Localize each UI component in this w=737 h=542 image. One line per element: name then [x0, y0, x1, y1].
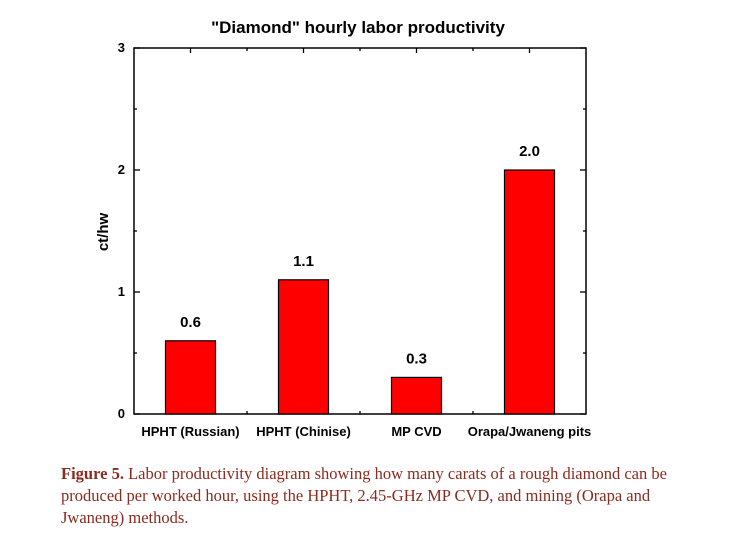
caption-text: Labor productivity diagram showing how m… — [61, 464, 667, 527]
chart-title: "Diamond" hourly labor productivity — [211, 18, 505, 37]
bar — [390, 376, 443, 415]
bars: 0.6 HPHT (Russian) 1.1 HPHT (Chinise) 0.3 MP … — [141, 143, 591, 439]
y-tick-label: 1 — [118, 284, 125, 299]
bar — [164, 340, 217, 415]
x-tick-label: HPHT (Chinise) — [256, 424, 351, 439]
figure-caption: Figure 5. Labor productivity diagram sho… — [61, 463, 701, 529]
bar-value-label: 0.3 — [406, 350, 427, 367]
x-tick-label: MP CVD — [391, 424, 441, 439]
bar — [277, 279, 330, 415]
figure-label: Figure 5. — [61, 464, 124, 483]
bar-value-label: 0.6 — [180, 314, 201, 331]
bar-chart: "Diamond" hourly labor productivity ct/h… — [95, 18, 591, 439]
bar — [503, 169, 556, 415]
x-tick-label: HPHT (Russian) — [141, 424, 239, 439]
y-tick-label: 2 — [118, 162, 125, 177]
y-axis-label: ct/hw — [95, 213, 112, 252]
bar-value-label: 1.1 — [293, 253, 314, 270]
y-tick-label: 0 — [118, 406, 125, 421]
x-tick-label: Orapa/Jwaneng pits — [468, 424, 592, 439]
bar-value-label: 2.0 — [519, 143, 540, 160]
y-tick-label: 3 — [118, 40, 125, 55]
